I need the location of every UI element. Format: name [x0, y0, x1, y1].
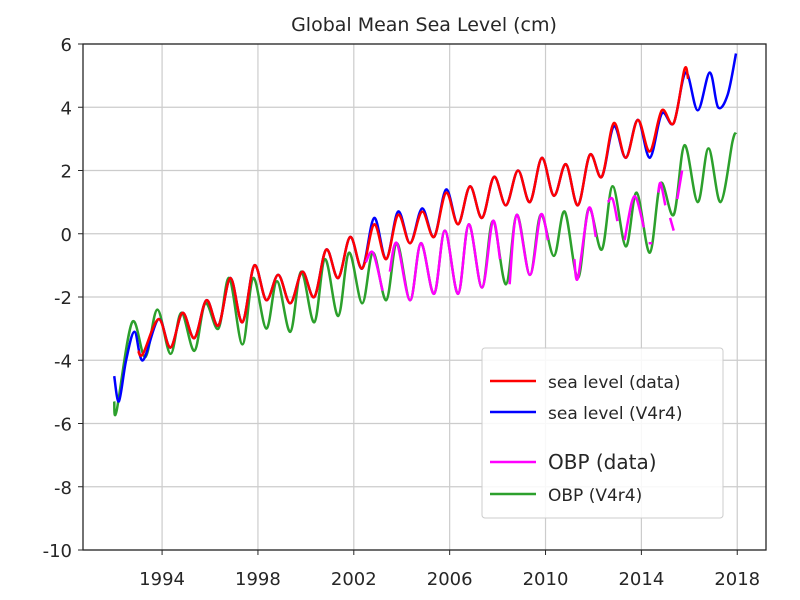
legend-label-sea-level-data: sea level (data)	[548, 373, 681, 393]
series-lines	[112, 53, 738, 417]
x-tick-label: 2002	[331, 569, 377, 590]
y-tick-label: -10	[43, 541, 72, 562]
legend-label-sea-level-v4r4: sea level (V4r4)	[548, 404, 682, 424]
legend: sea level (data) sea level (V4r4) OBP (d…	[481, 347, 724, 519]
x-tick-label: 2006	[427, 569, 473, 590]
series-line-obp-data	[623, 195, 646, 241]
y-tick-label: -2	[54, 288, 72, 309]
x-tick-label: 2018	[714, 569, 760, 590]
y-axis-ticks: -10 -8 -6 -4 -2 0 2 4 6	[43, 35, 83, 562]
legend-label-obp-v4r4: OBP (V4r4)	[548, 486, 642, 506]
x-tick-label: 2014	[618, 569, 664, 590]
x-axis-ticks: 1994 1998 2002 2006 2010 2014 2018	[139, 550, 760, 590]
legend-box	[481, 347, 724, 519]
x-tick-label: 1998	[235, 569, 281, 590]
series-sea-level-data	[137, 66, 690, 357]
series-line-obp-data	[388, 219, 502, 302]
series-obp-data	[364, 170, 684, 302]
series-line-obp-data	[668, 217, 675, 231]
x-tick-label: 1994	[139, 569, 185, 590]
series-line-obp-data	[676, 170, 684, 200]
legend-label-obp-data: OBP (data)	[548, 450, 657, 474]
y-tick-label: 6	[61, 35, 72, 56]
series-line-obp-data	[364, 250, 384, 292]
y-tick-label: 2	[61, 162, 72, 183]
y-tick-label: 4	[61, 98, 72, 119]
series-line-sea-level-data	[137, 66, 690, 357]
y-tick-label: 0	[61, 225, 72, 246]
series-line-obp-data	[508, 212, 550, 285]
chart-title: Global Mean Sea Level (cm)	[291, 14, 557, 36]
y-tick-label: -4	[54, 351, 72, 372]
series-line-obp-data	[656, 181, 667, 206]
series-line-obp-data	[606, 196, 619, 222]
y-tick-label: -6	[54, 415, 72, 436]
series-line-obp-data	[573, 206, 598, 282]
y-tick-label: -8	[54, 478, 72, 499]
x-tick-label: 2010	[523, 569, 569, 590]
